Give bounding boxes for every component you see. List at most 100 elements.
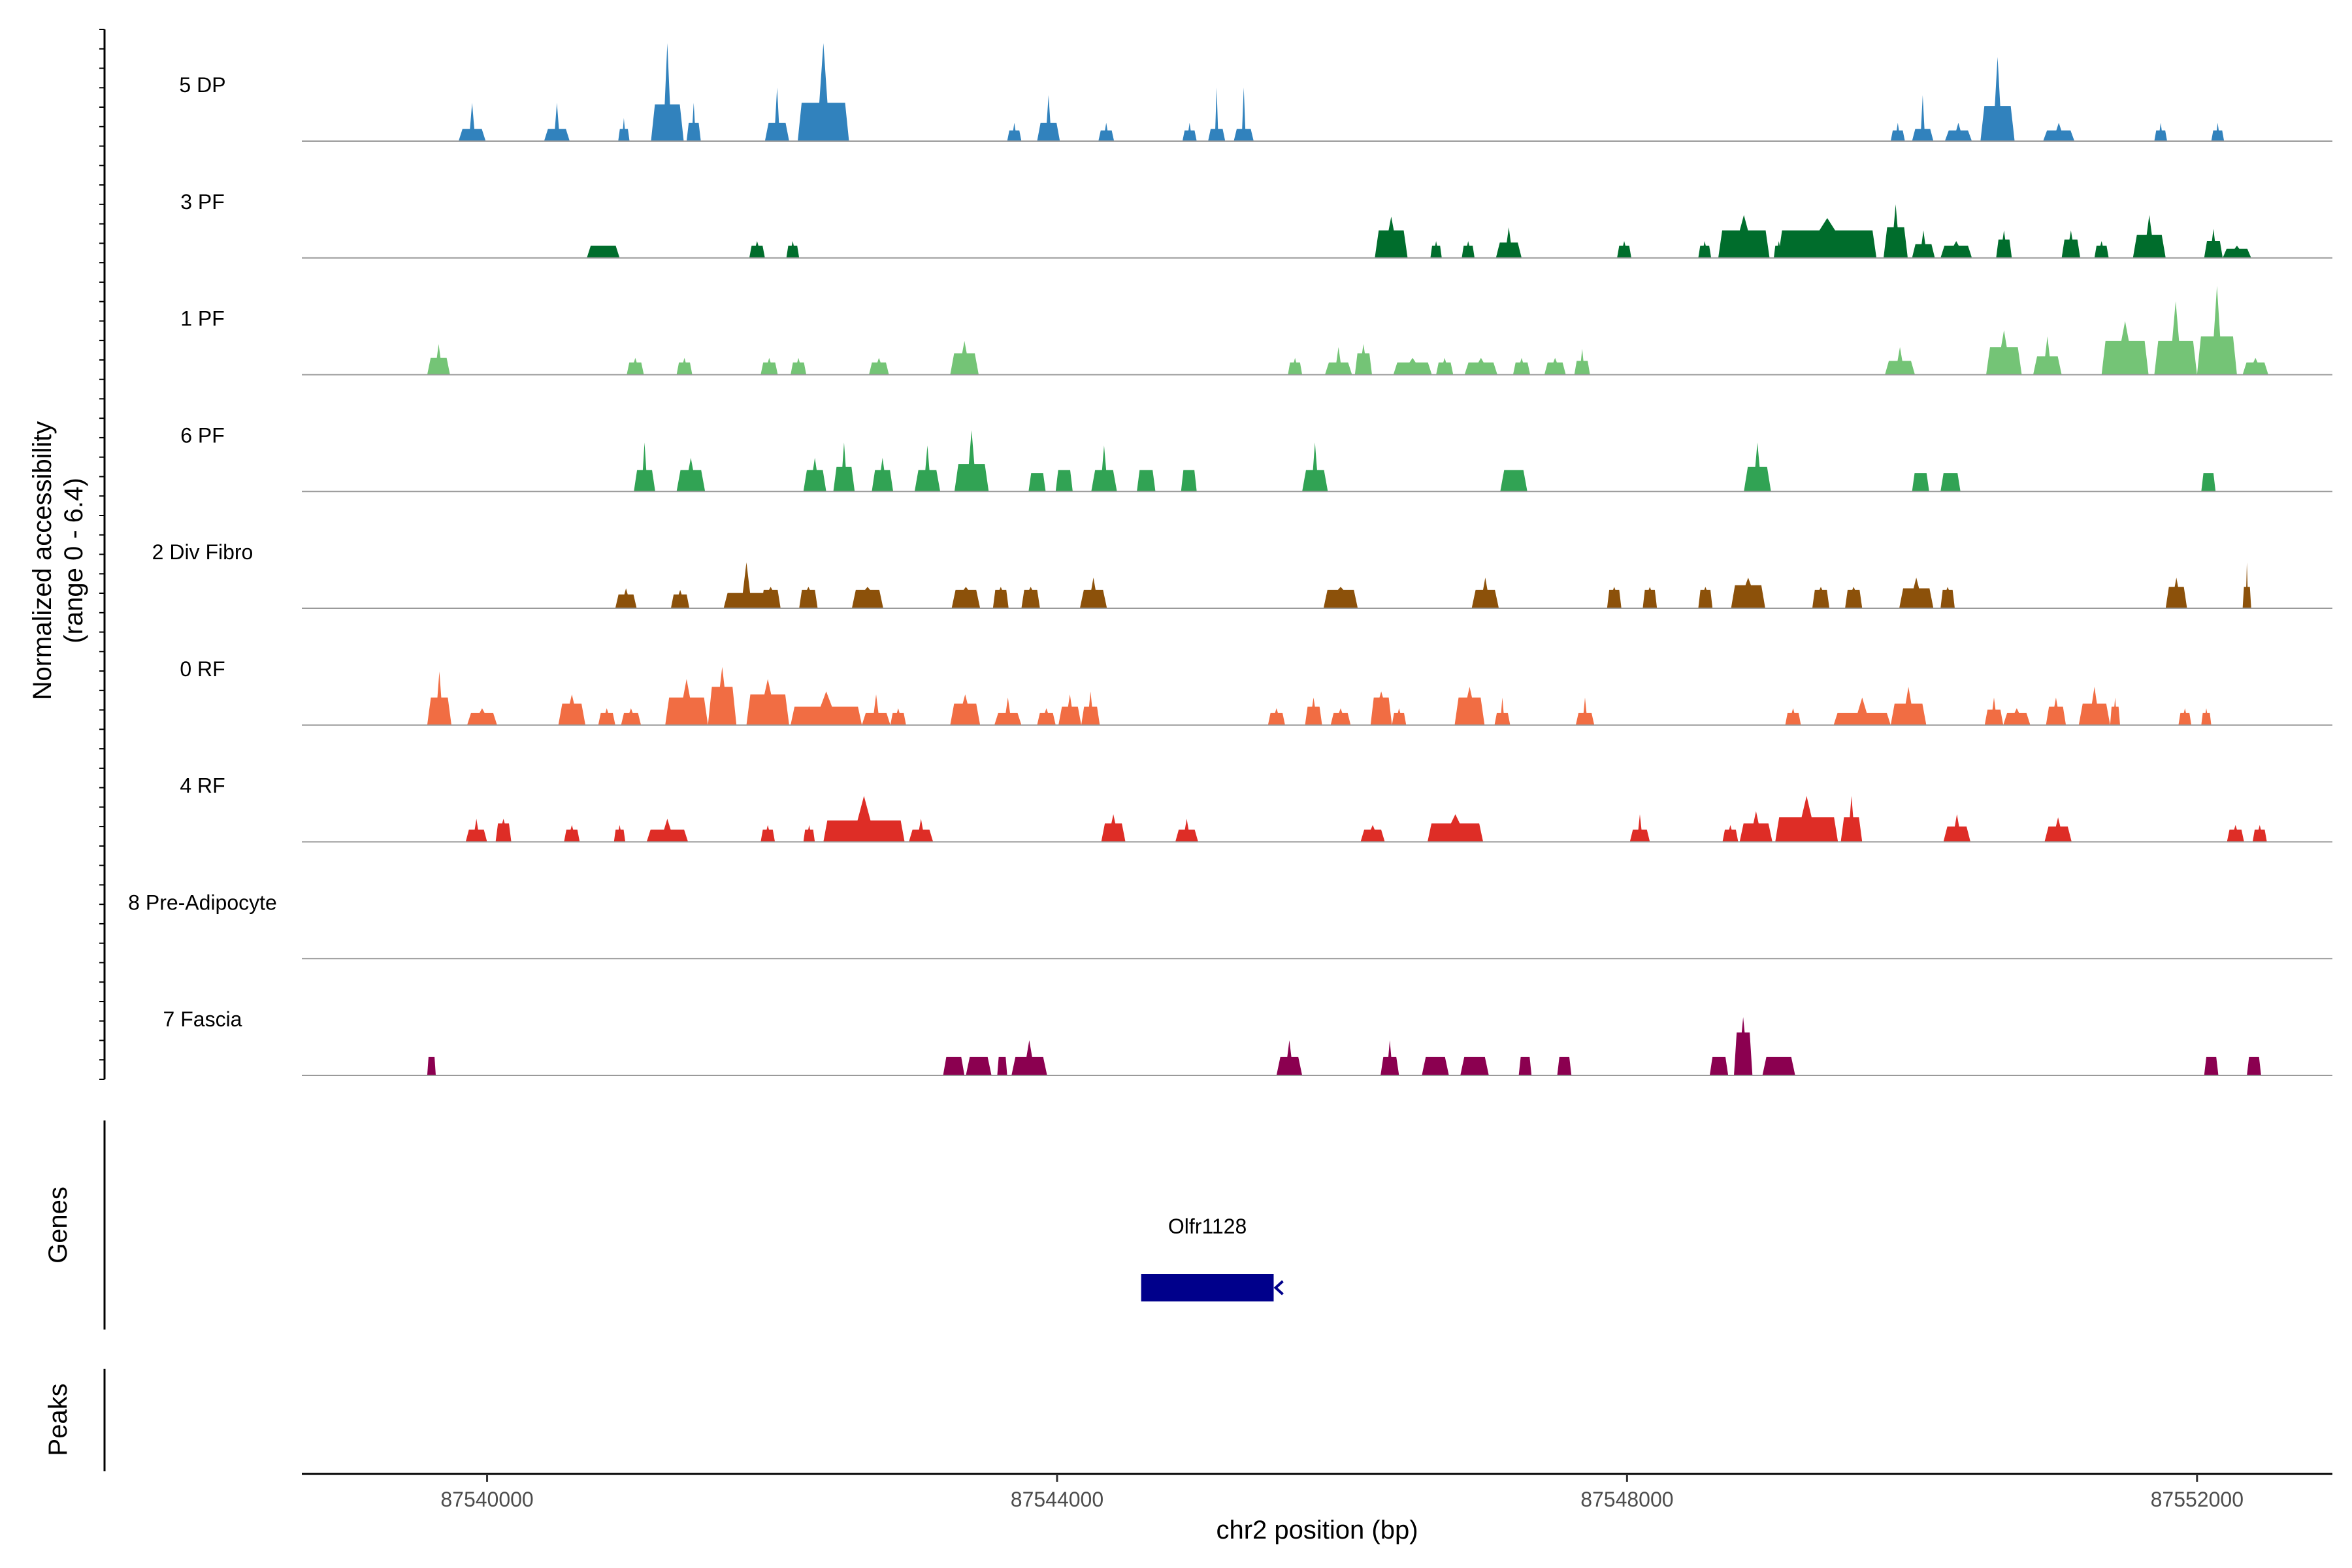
coverage-peak <box>1884 204 1908 258</box>
coverage-peak <box>749 241 765 258</box>
coverage-peak <box>890 708 906 725</box>
coverage-peak <box>670 589 690 608</box>
coverage-peak <box>1698 241 1712 258</box>
coverage-peak <box>1518 1056 1532 1075</box>
coverage-peak <box>1785 708 1801 725</box>
coverage-peak <box>1055 470 1073 492</box>
x-axis-title: chr2 position (bp) <box>1216 1516 1418 1544</box>
coverage-peak <box>587 246 620 258</box>
track-label: 4 RF <box>180 774 225 798</box>
coverage-peak <box>2201 708 2212 725</box>
coverage-peak <box>798 43 849 141</box>
coverage-peak <box>872 457 894 492</box>
coverage-peak <box>1744 442 1771 492</box>
coverage-peak <box>791 357 807 375</box>
coverage-peak <box>1940 241 1972 258</box>
x-tick-label: 87552000 <box>2151 1488 2244 1511</box>
coverage-peak <box>1986 330 2022 375</box>
coverage-peak <box>1430 241 1442 258</box>
coverage-peak <box>2223 246 2251 258</box>
coverage-peak <box>1698 587 1713 608</box>
coverage-peak <box>708 666 737 725</box>
coverage-peak <box>558 694 585 725</box>
coverage-peak <box>1422 1056 1449 1075</box>
coverage-peak <box>1944 122 1972 141</box>
coverage-peak <box>1267 708 1285 725</box>
coverage-peak <box>2101 321 2149 375</box>
x-tick-label: 87540000 <box>440 1488 533 1511</box>
coverage-peak <box>862 694 890 725</box>
coverage-peak <box>851 587 883 608</box>
coverage-peak <box>2154 122 2167 141</box>
coverage-peak <box>2154 301 2197 375</box>
x-axis-ticks: 87540000 87544000 87548000 87552000 <box>440 1474 2244 1511</box>
coverage-peak <box>1912 473 1929 492</box>
coverage-peak <box>1840 796 1863 842</box>
coverage-peak <box>1762 1056 1795 1075</box>
coverage-peak <box>2044 817 2072 842</box>
coverage-peak <box>951 587 981 608</box>
coverage-peak <box>764 88 789 141</box>
coverage-peak <box>1436 357 1454 375</box>
coverage-peak <box>2110 697 2120 725</box>
track-label: 0 RF <box>180 657 225 681</box>
coverage-peak <box>1899 578 1934 608</box>
coverage-peak <box>618 118 630 141</box>
coverage-peak <box>1058 694 1081 725</box>
coverage-peak <box>914 445 941 492</box>
coverage-peak <box>2046 697 2066 725</box>
track-label: 6 PF <box>180 423 225 447</box>
coverage-peak <box>1354 344 1372 375</box>
coverage-peak <box>2061 230 2080 258</box>
track-label: 7 Fascia <box>163 1007 242 1031</box>
track-2-div-fibro <box>302 562 2332 609</box>
coverage-peak <box>564 825 580 842</box>
genes-axis-title: Genes <box>44 1186 73 1264</box>
coverage-peak <box>1460 1056 1489 1075</box>
coverage-peak <box>2033 336 2062 375</box>
coverage-peak <box>1462 241 1475 258</box>
coverage-peak <box>2165 578 2187 608</box>
coverage-peak <box>544 103 570 141</box>
coverage-peak <box>1775 796 1838 842</box>
coverage-peak <box>786 241 800 258</box>
coverage-peak <box>465 819 487 842</box>
y-axis-title: Normalized accessibility <box>28 421 57 700</box>
coverage-peak <box>1392 708 1407 725</box>
coverage-peak <box>1544 357 1566 375</box>
coverage-peak <box>1996 230 2012 258</box>
coverage-peak <box>997 1056 1007 1075</box>
coverage-peak <box>458 103 486 141</box>
track-7-fascia <box>302 1017 2332 1076</box>
coverage-peak <box>598 708 615 725</box>
gene-strand-arrow <box>1273 1280 1284 1296</box>
coverage-peak <box>615 588 637 608</box>
coverage-peak <box>2078 687 2110 725</box>
coverage-peak <box>869 357 889 375</box>
coverage-peak <box>2211 122 2225 141</box>
coverage-peak <box>1276 1040 1303 1075</box>
gene-track: Olfr1128 <box>1141 1215 1284 1301</box>
coverage-peak <box>1098 122 1115 141</box>
gene-body <box>1141 1274 1274 1301</box>
track-labels: 5 DP 3 PF 1 PF 6 PF 2 Div Fibro 0 RF 4 RF 8 Pre… <box>128 73 277 1031</box>
coverage-peak <box>746 679 789 725</box>
coverage-peak <box>2242 357 2268 375</box>
coverage-peak <box>1943 814 1970 842</box>
coverage-tracks <box>302 43 2332 1076</box>
coverage-peak <box>2252 825 2267 842</box>
coverage-peak <box>2227 825 2244 842</box>
coverage-peak <box>1845 587 1863 608</box>
coverage-peak <box>950 340 979 375</box>
coverage-peak <box>2201 473 2216 492</box>
coverage-peak <box>1722 825 1739 842</box>
coverage-peak <box>1464 357 1497 375</box>
coverage-peak <box>1512 357 1531 375</box>
coverage-peak <box>1360 825 1385 842</box>
coverage-peak <box>1984 697 2004 725</box>
coverage-peak <box>2043 122 2075 141</box>
coverage-peak <box>2204 1056 2219 1075</box>
coverage-peak <box>1940 587 1955 608</box>
coverage-peak <box>723 562 770 608</box>
